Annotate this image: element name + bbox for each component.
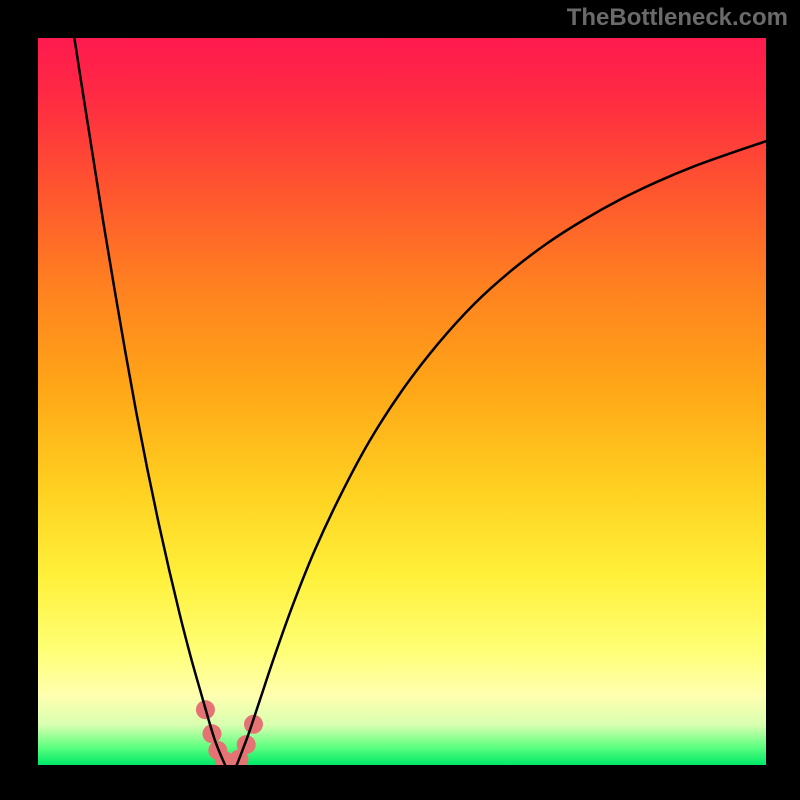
valley-curve-left	[74, 38, 225, 765]
watermark-text: TheBottleneck.com	[567, 4, 788, 32]
valley-curve-right	[237, 141, 766, 765]
curve-overlay	[38, 38, 766, 765]
plot-area	[38, 38, 766, 765]
chart-frame: TheBottleneck.com	[0, 0, 800, 800]
